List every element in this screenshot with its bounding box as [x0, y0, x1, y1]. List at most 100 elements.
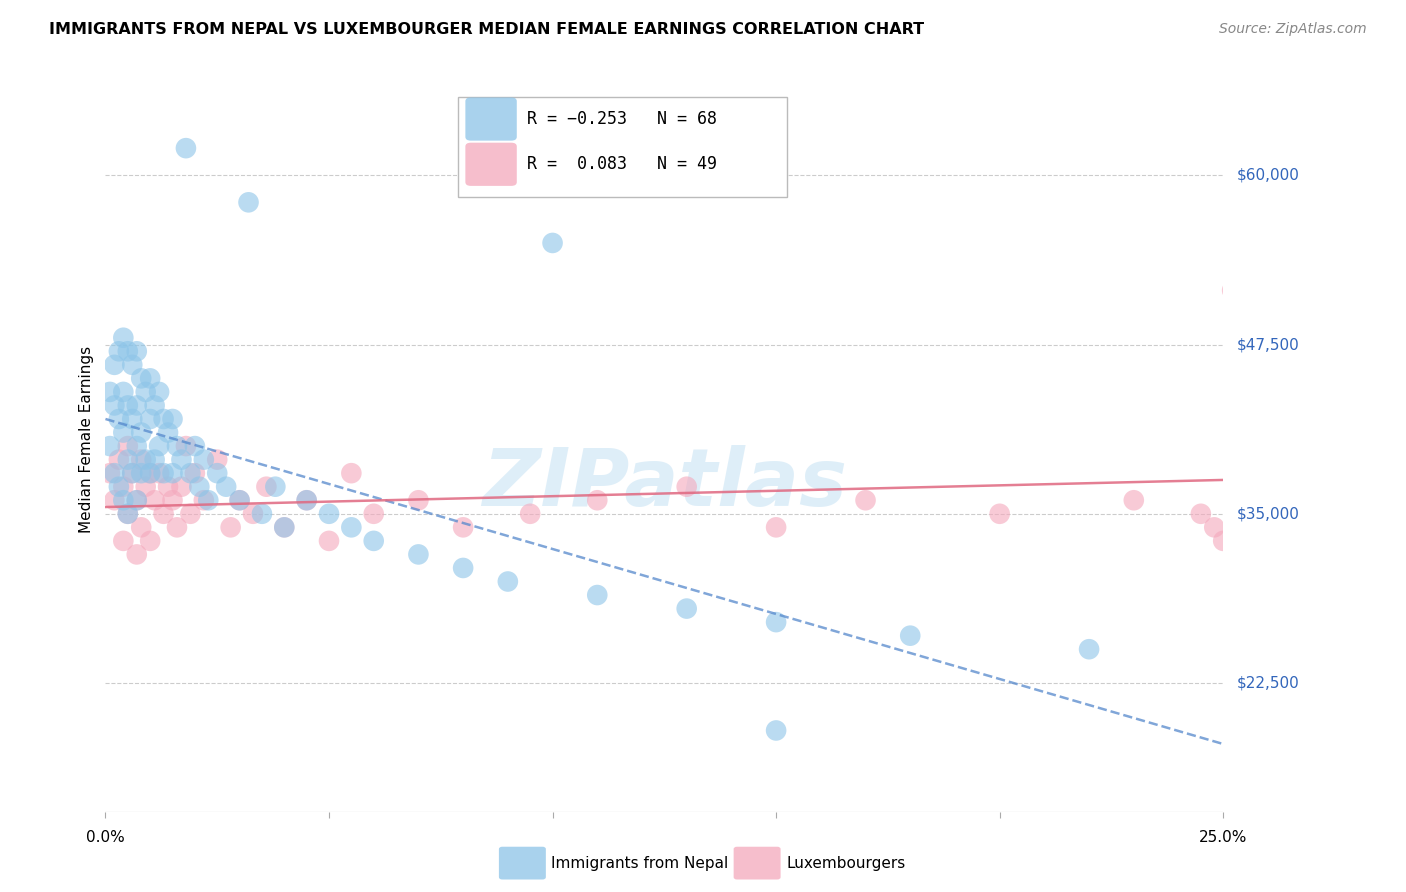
Point [157, 425, 180, 440]
Point [179, 507, 201, 521]
Point [162, 412, 184, 426]
Point [148, 439, 170, 453]
Point [139, 371, 162, 385]
Point [112, 480, 135, 494]
Point [112, 384, 135, 399]
Point [219, 520, 242, 534]
Point [238, 195, 260, 210]
Point [166, 520, 188, 534]
Text: IMMIGRANTS FROM NEPAL VS LUXEMBOURGER MEDIAN FEMALE EARNINGS CORRELATION CHART: IMMIGRANTS FROM NEPAL VS LUXEMBOURGER ME… [49, 22, 924, 37]
Point [129, 452, 152, 467]
Point [117, 507, 139, 521]
Point [273, 520, 295, 534]
Point [121, 466, 143, 480]
Point [117, 399, 139, 413]
Point [125, 493, 148, 508]
Point [228, 493, 250, 508]
Point [174, 141, 197, 155]
Point [162, 466, 184, 480]
Point [125, 493, 148, 508]
Text: 25.0%: 25.0% [1199, 830, 1247, 846]
Text: Source: ZipAtlas.com: Source: ZipAtlas.com [1219, 22, 1367, 37]
Point [98, 439, 121, 453]
Point [112, 493, 135, 508]
Point [103, 493, 125, 508]
Point [675, 601, 697, 615]
Y-axis label: Median Female Earnings: Median Female Earnings [79, 346, 94, 533]
Point [152, 412, 174, 426]
Point [143, 493, 166, 508]
Point [519, 507, 541, 521]
Point [197, 493, 219, 508]
Point [363, 533, 385, 548]
Point [139, 466, 162, 480]
Point [117, 344, 139, 359]
Point [318, 507, 340, 521]
Point [117, 452, 139, 467]
Point [108, 480, 131, 494]
Point [152, 466, 174, 480]
Point [129, 466, 152, 480]
Point [264, 480, 287, 494]
Point [295, 493, 318, 508]
Point [139, 533, 162, 548]
Text: $22,500: $22,500 [1237, 675, 1301, 690]
Point [340, 520, 363, 534]
Point [340, 466, 363, 480]
Point [1212, 533, 1234, 548]
Point [98, 384, 121, 399]
Point [129, 425, 152, 440]
Point [586, 493, 609, 508]
Point [170, 452, 193, 467]
Point [139, 466, 162, 480]
Point [125, 439, 148, 453]
Point [541, 235, 564, 250]
Point [121, 358, 143, 372]
Point [765, 615, 787, 629]
FancyBboxPatch shape [465, 143, 517, 186]
Point [1189, 507, 1212, 521]
Point [139, 412, 162, 426]
Point [179, 466, 201, 480]
Point [193, 493, 215, 508]
Point [170, 480, 193, 494]
Point [1220, 284, 1243, 298]
Point [148, 384, 170, 399]
Text: 0.0%: 0.0% [86, 830, 125, 846]
Point [108, 452, 131, 467]
FancyBboxPatch shape [499, 847, 546, 880]
Point [408, 548, 430, 562]
Text: $47,500: $47,500 [1237, 337, 1301, 352]
Point [103, 358, 125, 372]
Point [586, 588, 609, 602]
Point [162, 493, 184, 508]
Point [121, 412, 143, 426]
Point [250, 507, 273, 521]
Point [152, 507, 174, 521]
Point [157, 480, 180, 494]
Point [129, 520, 152, 534]
Point [675, 480, 697, 494]
Point [988, 507, 1011, 521]
Point [125, 548, 148, 562]
Point [108, 344, 131, 359]
Point [408, 493, 430, 508]
Point [1078, 642, 1101, 657]
Point [112, 331, 135, 345]
Point [174, 439, 197, 453]
Text: R =  0.083   N = 49: R = 0.083 N = 49 [527, 155, 717, 173]
Text: R = −0.253   N = 68: R = −0.253 N = 68 [527, 110, 717, 128]
Point [125, 399, 148, 413]
Point [103, 466, 125, 480]
FancyBboxPatch shape [465, 97, 517, 141]
Point [205, 466, 228, 480]
FancyBboxPatch shape [734, 847, 780, 880]
Point [193, 452, 215, 467]
Point [765, 723, 787, 738]
Point [135, 384, 157, 399]
Point [103, 399, 125, 413]
FancyBboxPatch shape [457, 96, 787, 197]
Point [765, 520, 787, 534]
Point [205, 452, 228, 467]
Point [363, 507, 385, 521]
